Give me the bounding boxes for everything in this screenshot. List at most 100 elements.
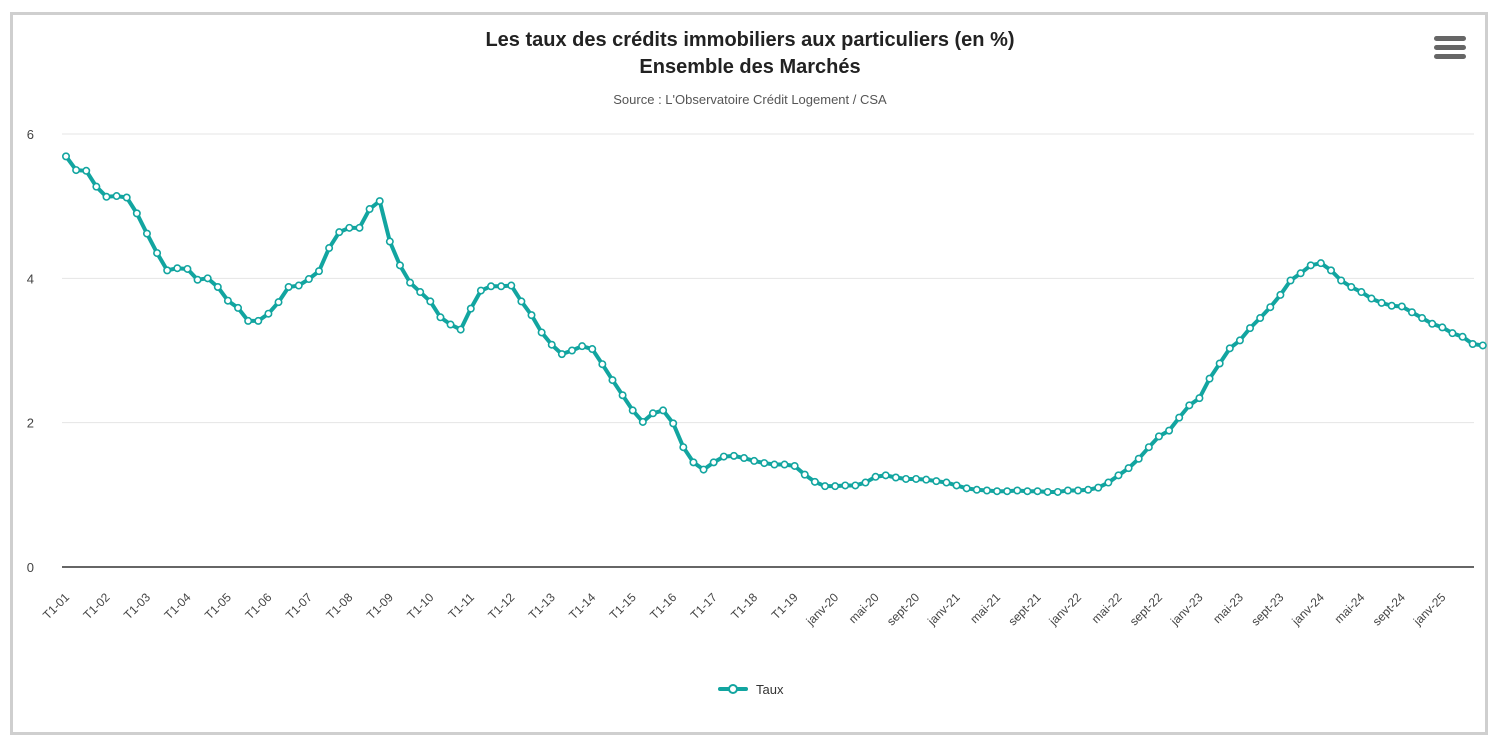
data-point[interactable] [1235, 336, 1244, 345]
data-point[interactable] [1144, 443, 1153, 452]
data-point[interactable] [1154, 432, 1163, 441]
data-point[interactable] [831, 482, 840, 491]
data-point[interactable] [1428, 319, 1437, 328]
data-point[interactable] [820, 482, 829, 491]
data-point[interactable] [163, 266, 172, 275]
data-point[interactable] [375, 197, 384, 206]
data-point[interactable] [952, 481, 961, 490]
data-point[interactable] [800, 470, 809, 479]
data-point[interactable] [1357, 288, 1366, 297]
data-point[interactable] [112, 192, 121, 201]
data-point[interactable] [365, 205, 374, 214]
data-point[interactable] [932, 477, 941, 486]
data-point[interactable] [760, 459, 769, 468]
data-point[interactable] [213, 282, 222, 291]
data-point[interactable] [1074, 486, 1083, 495]
data-point[interactable] [942, 478, 951, 487]
data-point[interactable] [638, 417, 647, 426]
data-point[interactable] [153, 249, 162, 258]
data-point[interactable] [608, 376, 617, 385]
data-point[interactable] [426, 297, 435, 306]
data-point[interactable] [1033, 487, 1042, 496]
data-point[interactable] [1246, 324, 1255, 333]
data-point[interactable] [1367, 294, 1376, 303]
data-point[interactable] [1053, 487, 1062, 496]
data-point[interactable] [588, 345, 597, 354]
data-point[interactable] [1418, 314, 1427, 323]
data-point[interactable] [901, 474, 910, 483]
data-point[interactable] [1094, 483, 1103, 492]
data-point[interactable] [1468, 339, 1477, 348]
data-point[interactable] [487, 282, 496, 291]
data-point[interactable] [1215, 359, 1224, 368]
data-point[interactable] [1306, 261, 1315, 270]
data-point[interactable] [1165, 426, 1174, 435]
data-point[interactable] [578, 342, 587, 351]
data-point[interactable] [61, 152, 70, 161]
data-point[interactable] [223, 296, 232, 305]
data-point[interactable] [648, 409, 657, 418]
data-point[interactable] [416, 288, 425, 297]
data-point[interactable] [304, 275, 313, 284]
data-point[interactable] [1134, 454, 1143, 463]
data-point[interactable] [244, 316, 253, 325]
hamburger-menu-icon[interactable] [1434, 36, 1466, 60]
data-point[interactable] [436, 313, 445, 322]
data-point[interactable] [254, 316, 263, 325]
data-point[interactable] [679, 443, 688, 452]
data-point[interactable] [1175, 413, 1184, 422]
data-point[interactable] [527, 311, 536, 320]
data-point[interactable] [446, 320, 455, 329]
data-point[interactable] [719, 452, 728, 461]
data-point[interactable] [547, 340, 556, 349]
data-point[interactable] [1276, 290, 1285, 299]
data-point[interactable] [770, 460, 779, 469]
data-point[interactable] [294, 281, 303, 290]
data-point[interactable] [82, 166, 91, 175]
data-point[interactable] [1377, 298, 1386, 307]
data-point[interactable] [234, 303, 243, 312]
data-point[interactable] [122, 193, 131, 202]
data-point[interactable] [406, 278, 415, 287]
data-point[interactable] [557, 350, 566, 359]
data-point[interactable] [841, 481, 850, 490]
data-point[interactable] [497, 282, 506, 291]
data-point[interactable] [982, 486, 991, 495]
data-point[interactable] [1205, 374, 1214, 383]
data-point[interactable] [395, 261, 404, 270]
data-point[interactable] [517, 297, 526, 306]
data-point[interactable] [1063, 486, 1072, 495]
data-point[interactable] [669, 419, 678, 428]
data-point[interactable] [355, 223, 364, 232]
data-point[interactable] [1387, 301, 1396, 310]
data-point[interactable] [183, 264, 192, 273]
data-point[interactable] [1266, 303, 1275, 312]
data-point[interactable] [456, 325, 465, 334]
data-point[interactable] [1296, 269, 1305, 278]
data-point[interactable] [709, 458, 718, 467]
data-point[interactable] [203, 274, 212, 283]
data-point[interactable] [72, 166, 81, 175]
data-point[interactable] [598, 360, 607, 369]
data-point[interactable] [335, 228, 344, 237]
data-point[interactable] [699, 465, 708, 474]
data-point[interactable] [962, 484, 971, 493]
data-point[interactable] [750, 456, 759, 465]
data-point[interactable] [476, 286, 485, 295]
data-point[interactable] [173, 264, 182, 273]
data-point[interactable] [1003, 487, 1012, 496]
data-point[interactable] [1043, 487, 1052, 496]
data-point[interactable] [1225, 344, 1234, 353]
data-point[interactable] [1185, 401, 1194, 410]
data-point[interactable] [851, 481, 860, 490]
data-point[interactable] [790, 461, 799, 470]
data-point[interactable] [891, 473, 900, 482]
data-point[interactable] [729, 451, 738, 460]
data-point[interactable] [881, 471, 890, 480]
data-point[interactable] [537, 328, 546, 337]
data-point[interactable] [132, 209, 141, 218]
data-point[interactable] [1124, 464, 1133, 473]
data-point[interactable] [740, 454, 749, 463]
data-point[interactable] [912, 474, 921, 483]
data-point[interactable] [567, 346, 576, 355]
